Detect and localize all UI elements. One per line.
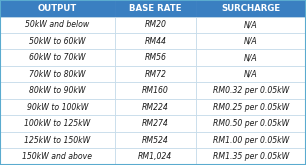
Text: 90kW to 100kW: 90kW to 100kW [27,103,88,112]
Text: 70kW to 80kW: 70kW to 80kW [29,70,86,79]
Text: RM0.32 per 0.05kW: RM0.32 per 0.05kW [213,86,289,95]
Bar [0,132,115,148]
Bar [0,115,115,132]
Text: RM56: RM56 [144,53,166,62]
Bar [196,132,306,148]
Text: RM274: RM274 [142,119,169,128]
Text: N/A: N/A [244,37,258,46]
Text: OUTPUT: OUTPUT [38,4,77,13]
Text: RM72: RM72 [144,70,166,79]
Text: RM1.35 per 0.05kW: RM1.35 per 0.05kW [213,152,289,161]
Bar [196,148,306,165]
Bar [0,16,115,33]
Bar [115,115,196,132]
Text: RM0.50 per 0.05kW: RM0.50 per 0.05kW [213,119,289,128]
Bar [115,16,196,33]
Bar [115,148,196,165]
Bar [0,66,115,82]
Bar [196,33,306,50]
Text: BASE RATE: BASE RATE [129,4,181,13]
Text: 60kW to 70kW: 60kW to 70kW [29,53,86,62]
Text: 100kW to 125kW: 100kW to 125kW [24,119,91,128]
Text: RM160: RM160 [142,86,169,95]
Bar [115,50,196,66]
Bar [196,99,306,116]
Bar [196,0,306,16]
Bar [196,115,306,132]
Text: 150kW and above: 150kW and above [22,152,92,161]
Bar [0,148,115,165]
Bar [0,0,115,16]
Bar [196,82,306,99]
Bar [115,0,196,16]
Text: N/A: N/A [244,53,258,62]
Text: RM20: RM20 [144,20,166,29]
Bar [196,66,306,82]
Text: RM1.00 per 0.05kW: RM1.00 per 0.05kW [213,136,289,145]
Bar [0,33,115,50]
Text: RM0.25 per 0.05kW: RM0.25 per 0.05kW [213,103,289,112]
Text: RM1,024: RM1,024 [138,152,172,161]
Text: 80kW to 90kW: 80kW to 90kW [29,86,86,95]
Bar [115,99,196,116]
Text: RM44: RM44 [144,37,166,46]
Text: RM224: RM224 [142,103,169,112]
Text: SURCHARGE: SURCHARGE [221,4,281,13]
Bar [196,16,306,33]
Text: 125kW to 150kW: 125kW to 150kW [24,136,91,145]
Text: N/A: N/A [244,70,258,79]
Bar [115,33,196,50]
Bar [0,50,115,66]
Text: 50kW and below: 50kW and below [25,20,89,29]
Bar [115,66,196,82]
Bar [196,50,306,66]
Text: 50kW to 60kW: 50kW to 60kW [29,37,86,46]
Bar [0,99,115,116]
Bar [115,132,196,148]
Bar [0,82,115,99]
Bar [115,82,196,99]
Text: RM524: RM524 [142,136,169,145]
Text: N/A: N/A [244,20,258,29]
